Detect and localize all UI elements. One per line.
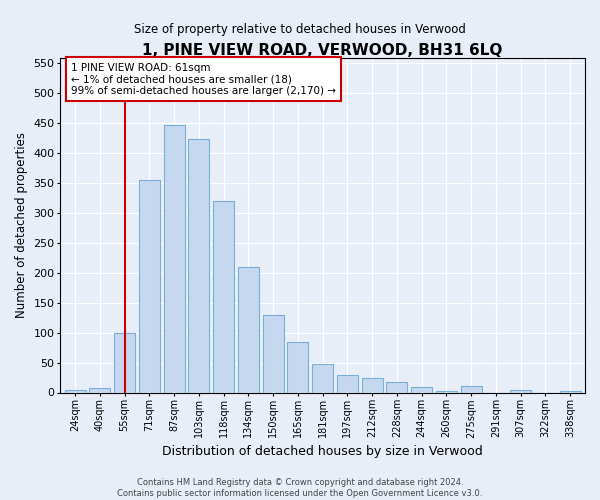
Bar [139,180,160,392]
Bar [65,390,86,392]
Bar [337,375,358,392]
Bar [263,314,284,392]
Bar [89,388,110,392]
Bar [436,390,457,392]
Bar [510,390,531,392]
Text: 1 PINE VIEW ROAD: 61sqm
← 1% of detached houses are smaller (18)
99% of semi-det: 1 PINE VIEW ROAD: 61sqm ← 1% of detached… [71,62,336,96]
Title: 1, PINE VIEW ROAD, VERWOOD, BH31 6LQ: 1, PINE VIEW ROAD, VERWOOD, BH31 6LQ [142,42,503,58]
Y-axis label: Number of detached properties: Number of detached properties [15,132,28,318]
Bar [238,268,259,392]
Bar [362,378,383,392]
Bar [213,201,234,392]
Bar [188,139,209,392]
Bar [560,390,581,392]
Bar [461,386,482,392]
X-axis label: Distribution of detached houses by size in Verwood: Distribution of detached houses by size … [162,444,483,458]
Bar [164,124,185,392]
Text: Contains HM Land Registry data © Crown copyright and database right 2024.
Contai: Contains HM Land Registry data © Crown c… [118,478,482,498]
Bar [114,332,135,392]
Text: Size of property relative to detached houses in Verwood: Size of property relative to detached ho… [134,22,466,36]
Bar [287,342,308,392]
Bar [411,386,432,392]
Bar [386,382,407,392]
Bar [312,364,333,392]
